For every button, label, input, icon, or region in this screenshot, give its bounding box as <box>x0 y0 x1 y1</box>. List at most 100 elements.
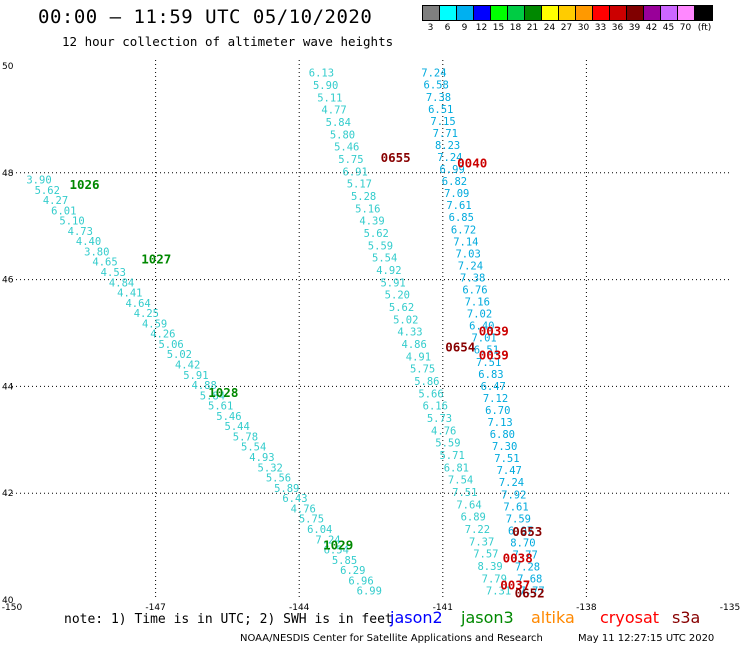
wave-height-value: 7.68 <box>517 574 542 586</box>
legend-swatch <box>695 6 712 20</box>
legend-label: 21 <box>526 23 539 33</box>
latitude-label: 44 <box>2 382 14 392</box>
wave-height-value: 6.85 <box>449 212 474 224</box>
wave-height-value: 7.51 <box>452 487 477 499</box>
legend-swatch <box>491 6 508 20</box>
wave-height-tracks: 3.905.624.276.015.104.734.403.804.654.53… <box>26 68 544 598</box>
wave-height-value: 4.92 <box>376 265 401 277</box>
satellite-altika-label: altika <box>531 608 575 627</box>
wave-height-value: 7.24 <box>437 152 462 164</box>
wave-height-value: 5.10 <box>59 216 84 228</box>
wave-height-value: 7.57 <box>473 549 498 561</box>
wave-height-value: 6.40 <box>469 321 494 333</box>
legend-label: 15 <box>492 23 505 33</box>
legend-swatch <box>508 6 525 20</box>
wave-height-value: 4.59 <box>142 318 167 330</box>
longitude-label: -135 <box>720 603 740 613</box>
wave-height-value: 5.75 <box>299 514 324 526</box>
wave-height-value: 4.27 <box>43 195 68 207</box>
wave-height-value: 5.32 <box>258 462 283 474</box>
legend-label: 42 <box>645 23 658 33</box>
wave-height-value: 6.80 <box>490 429 515 441</box>
wave-height-value: 4.93 <box>249 452 274 464</box>
longitude-label: -138 <box>576 603 597 613</box>
track-middle: 6.135.905.114.775.845.805.465.756.915.17… <box>309 68 511 598</box>
legend-swatch <box>610 6 627 20</box>
longitude-label: -144 <box>289 603 310 613</box>
credit-line: NOAA/NESDIS Center for Satellite Applica… <box>240 633 543 644</box>
wave-height-value: 6.54 <box>324 545 349 557</box>
map-axis-labels: 50 48 46 44 42 40-150 -147 -144 -141 -138 -135 <box>2 62 740 613</box>
wave-height-value: 6.72 <box>451 224 476 236</box>
pass-time-label: 1027 <box>141 252 171 267</box>
latitude-label: 42 <box>2 489 13 499</box>
generated-timestamp: May 11 12:27:15 UTC 2020 <box>578 633 715 644</box>
wave-height-value: 7.03 <box>455 248 480 260</box>
wave-height-value: 4.86 <box>402 339 427 351</box>
wave-height-value: 3.90 <box>26 174 51 186</box>
wave-height-value: 7.13 <box>487 417 512 429</box>
wave-height-value: 4.25 <box>134 308 159 320</box>
pass-time-labels: 1026 1027 1028 1029 0655 0040 0039 0654 0039 0653… <box>69 150 544 600</box>
legend-swatch <box>678 6 695 20</box>
wave-height-value: 5.80 <box>330 129 355 141</box>
wave-height-value: 5.73 <box>427 413 452 425</box>
wave-height-value: 6.01 <box>51 205 76 217</box>
wave-height-value: 5.62 <box>35 185 60 197</box>
pass-time-label: 1028 <box>208 385 238 400</box>
wave-height-value: 5.46 <box>216 411 241 423</box>
wave-height-value: 7.15 <box>430 116 455 128</box>
legend-label: 39 <box>628 23 641 33</box>
pass-time-label: 1029 <box>323 537 353 552</box>
legend-label: 12 <box>475 23 488 33</box>
legend-label: 30 <box>577 23 590 33</box>
legend-label: 9 <box>461 23 468 33</box>
longitude-label: -147 <box>145 603 165 613</box>
legend-label: 36 <box>611 23 624 33</box>
wave-height-value: 5.86 <box>414 376 439 388</box>
wave-height-value: 7.92 <box>501 489 526 501</box>
wave-height-value: 5.90 <box>313 80 338 92</box>
wave-height-value: 7.37 <box>469 536 494 548</box>
pass-time-label: 0655 <box>381 150 411 165</box>
wave-height-value: 5.44 <box>225 421 250 433</box>
wave-height-value: 7.12 <box>483 393 508 405</box>
wave-height-value: 5.11 <box>317 92 342 104</box>
wave-height-value: 5.59 <box>368 240 393 252</box>
pass-time-label: 0037 <box>500 577 530 592</box>
wave-height-value: 5.66 <box>418 388 443 400</box>
pass-time-label: 0652 <box>515 585 545 600</box>
wave-height-value: 6.99 <box>440 164 465 176</box>
legend-swatch <box>525 6 542 20</box>
wave-height-value: 6.43 <box>282 493 307 505</box>
legend-swatch <box>440 6 457 20</box>
legend-label: 24 <box>543 23 556 33</box>
wave-height-value: 5.91 <box>183 370 208 382</box>
footnote: note: 1) Time is in UTC; 2) SWH is in fe… <box>64 612 393 627</box>
wave-height-value: 6.83 <box>478 369 503 381</box>
legend-swatch <box>644 6 661 20</box>
wave-height-value: 7.02 <box>467 309 492 321</box>
wave-height-value: 7.24 <box>499 477 524 489</box>
wave-height-value: 5.75 <box>338 154 363 166</box>
legend-label: 18 <box>509 23 522 33</box>
wave-height-value: 6.96 <box>348 575 373 587</box>
wave-height-value: 7.38 <box>460 272 485 284</box>
wave-height-value: 6.16 <box>423 401 448 413</box>
wave-height-value: 5.61 <box>208 401 233 413</box>
wave-height-value: 5.59 <box>435 438 460 450</box>
legend-label: (ft) <box>697 23 712 33</box>
pass-time-label: 0038 <box>503 551 533 566</box>
wave-height-value: 7.09 <box>444 188 469 200</box>
wave-height-value: 4.40 <box>76 236 101 248</box>
wave-height-value: 7.01 <box>471 333 496 345</box>
wave-height-value: 6.76 <box>462 285 487 297</box>
wave-height-value: 7.77 <box>519 586 544 598</box>
wave-height-value: 4.84 <box>109 277 134 289</box>
wave-height-value: 5.84 <box>326 117 351 129</box>
wave-height-value: 6.04 <box>307 524 332 536</box>
wave-height-value: 4.53 <box>101 267 126 279</box>
wave-height-value: 3.80 <box>84 246 109 258</box>
wave-height-value: 6.51 <box>428 104 453 116</box>
